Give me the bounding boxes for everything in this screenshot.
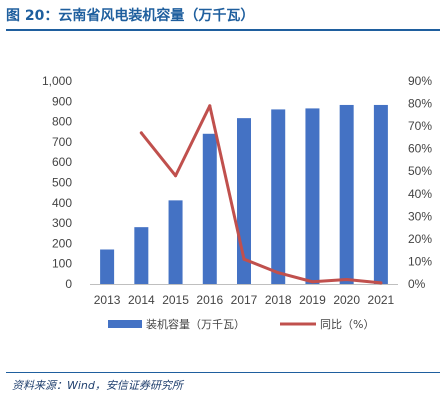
- left-tick-label: 1,000: [42, 74, 72, 88]
- title-divider: [6, 29, 440, 31]
- x-tick-label: 2017: [231, 293, 258, 307]
- left-tick-label: 0: [65, 277, 72, 291]
- right-tick-label: 90%: [408, 74, 432, 88]
- x-tick-label: 2015: [162, 293, 189, 307]
- x-tick-label: 2019: [299, 293, 326, 307]
- left-tick-label: 600: [52, 155, 72, 169]
- bar-2013: [100, 249, 115, 284]
- yoy-point-2020: [345, 277, 349, 281]
- legend-bar-label: 装机容量（万千瓦）: [146, 317, 245, 331]
- yoy-point-2021: [379, 281, 383, 285]
- right-tick-label: 80%: [408, 97, 432, 111]
- left-tick-label: 700: [52, 135, 72, 149]
- yoy-point-2018: [276, 271, 280, 275]
- left-tick-label: 900: [52, 94, 72, 108]
- yoy-point-2016: [208, 104, 212, 108]
- right-tick-label: 0%: [408, 277, 426, 291]
- x-axis: 2013 2014 2015 2016 2017 2018 2019 2020 2021: [90, 284, 398, 307]
- bar-2019: [305, 108, 320, 284]
- legend: 装机容量（万千瓦） 同比（%）: [108, 317, 374, 331]
- source-note: 资料来源：Wind，安信证券研究所: [12, 379, 183, 392]
- x-tick-label: 2021: [368, 293, 395, 307]
- right-tick-label: 50%: [408, 164, 432, 178]
- chart-title: 图 20：云南省风电装机容量（万千瓦）: [6, 8, 255, 24]
- yoy-point-2019: [310, 280, 314, 284]
- right-tick-label: 30%: [408, 209, 432, 223]
- bar-2020: [339, 104, 354, 284]
- x-tick-label: 2016: [196, 293, 223, 307]
- right-tick-label: 60%: [408, 142, 432, 156]
- left-tick-label: 100: [52, 257, 72, 271]
- bar-2014: [134, 227, 149, 284]
- x-tick-label: 2020: [333, 293, 360, 307]
- right-tick-label: 20%: [408, 232, 432, 246]
- left-y-axis: 0 100 200 300 400 500 600 700 800 900 1,000: [42, 74, 72, 291]
- left-tick-label: 800: [52, 115, 72, 129]
- left-tick-label: 500: [52, 176, 72, 190]
- x-tick-label: 2013: [94, 293, 121, 307]
- bar-2018: [271, 109, 286, 284]
- right-y-axis: 0% 10% 20% 30% 40% 50% 60% 70% 80% 90%: [408, 74, 432, 291]
- yoy-point-2017: [242, 257, 246, 261]
- right-tick-label: 40%: [408, 187, 432, 201]
- yoy-line: [139, 104, 383, 285]
- bar-2015: [168, 200, 183, 284]
- legend-bar-swatch: [108, 320, 142, 328]
- line-series: [139, 104, 383, 285]
- left-tick-label: 400: [52, 196, 72, 210]
- right-tick-label: 10%: [408, 254, 432, 268]
- yoy-point-2014: [139, 131, 143, 135]
- legend-line-label: 同比（%）: [320, 318, 374, 331]
- source-divider: [6, 372, 440, 373]
- bar-2016: [202, 133, 217, 284]
- right-tick-label: 70%: [408, 119, 432, 133]
- bar-2021: [373, 104, 388, 284]
- left-tick-label: 200: [52, 236, 72, 250]
- x-tick-label: 2018: [265, 293, 292, 307]
- left-tick-label: 300: [52, 216, 72, 230]
- x-tick-label: 2014: [128, 293, 155, 307]
- yoy-point-2015: [174, 174, 178, 178]
